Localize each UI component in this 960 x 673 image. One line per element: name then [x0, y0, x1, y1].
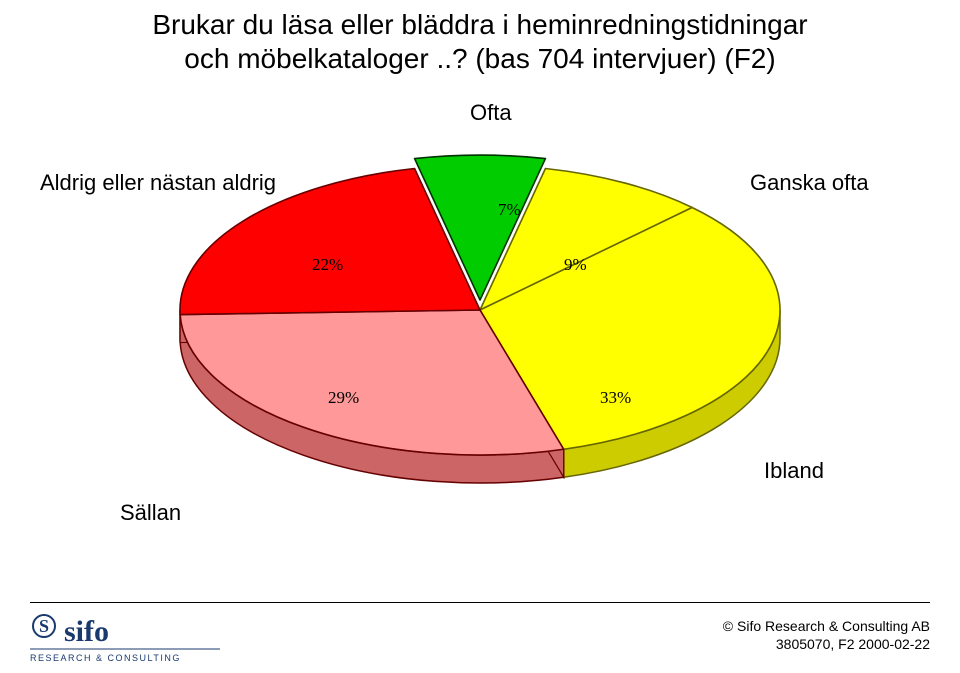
pct-ibland: 33% — [600, 388, 631, 408]
ext-label-ganska: Ganska ofta — [750, 170, 869, 196]
pie-svg — [0, 100, 960, 560]
pct-ganska: 9% — [564, 255, 587, 275]
pct-ofta: 7% — [498, 200, 521, 220]
brand-logo: S sifo RESEARCH & CONSULTING — [30, 613, 220, 665]
copyright-line: © Sifo Research & Consulting AB — [723, 617, 930, 635]
ext-label-aldrig: Aldrig eller nästan aldrig — [40, 170, 276, 196]
brand-subtitle: RESEARCH & CONSULTING — [30, 653, 181, 663]
pie-chart: Ofta Ganska ofta Ibland Sällan Aldrig el… — [0, 100, 960, 560]
svg-text:S: S — [39, 616, 49, 636]
footer-credits: © Sifo Research & Consulting AB 3805070,… — [723, 617, 930, 653]
title-line2: och möbelkataloger ..? (bas 704 intervju… — [0, 42, 960, 76]
ext-label-ibland: Ibland — [764, 458, 824, 484]
chart-title: Brukar du läsa eller bläddra i heminredn… — [0, 8, 960, 75]
ext-label-sallan: Sällan — [120, 500, 181, 526]
pct-sallan: 29% — [328, 388, 359, 408]
footer-divider — [30, 602, 930, 603]
title-line1: Brukar du läsa eller bläddra i heminredn… — [0, 8, 960, 42]
pct-aldrig: 22% — [312, 255, 343, 275]
ref-line: 3805070, F2 2000-02-22 — [723, 635, 930, 653]
brand-wordmark: sifo — [64, 615, 109, 648]
ext-label-ofta: Ofta — [470, 100, 512, 126]
